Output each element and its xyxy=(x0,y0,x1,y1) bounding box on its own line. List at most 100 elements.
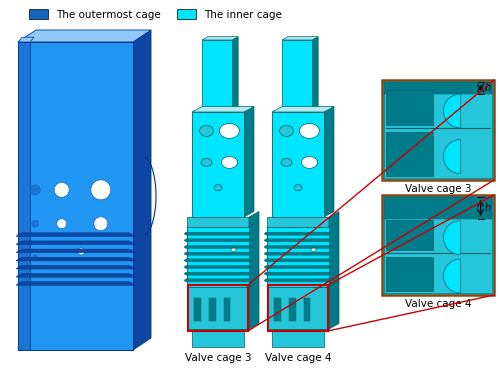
Bar xyxy=(188,285,248,331)
Polygon shape xyxy=(184,232,252,235)
Bar xyxy=(386,257,433,291)
Polygon shape xyxy=(16,273,135,277)
Bar xyxy=(282,40,312,112)
Text: Valve cage 4: Valve cage 4 xyxy=(405,299,471,309)
Ellipse shape xyxy=(311,248,316,252)
Polygon shape xyxy=(324,106,334,217)
Polygon shape xyxy=(282,37,318,40)
Wedge shape xyxy=(444,94,460,128)
Bar xyxy=(192,329,244,347)
Polygon shape xyxy=(264,259,332,262)
Circle shape xyxy=(94,217,108,231)
Bar xyxy=(187,287,249,329)
Ellipse shape xyxy=(294,184,302,190)
Circle shape xyxy=(30,185,40,195)
Polygon shape xyxy=(184,252,252,255)
Ellipse shape xyxy=(220,123,240,138)
Bar xyxy=(290,297,296,321)
Ellipse shape xyxy=(300,123,320,138)
Polygon shape xyxy=(16,282,135,285)
Bar xyxy=(187,227,249,287)
Text: h: h xyxy=(484,203,490,213)
Bar xyxy=(382,195,494,295)
Polygon shape xyxy=(329,282,339,329)
Bar xyxy=(386,220,433,250)
Polygon shape xyxy=(16,266,135,269)
Wedge shape xyxy=(444,140,460,174)
Polygon shape xyxy=(18,37,34,42)
Polygon shape xyxy=(244,106,254,217)
Bar xyxy=(267,287,329,329)
Bar xyxy=(267,217,329,227)
Text: Valve cage 3: Valve cage 3 xyxy=(185,353,252,363)
Polygon shape xyxy=(184,259,252,262)
Ellipse shape xyxy=(302,156,318,168)
Ellipse shape xyxy=(281,158,292,166)
Bar xyxy=(268,285,328,331)
Bar xyxy=(272,112,324,217)
Polygon shape xyxy=(329,222,339,287)
Bar xyxy=(382,80,494,180)
Bar xyxy=(272,329,324,347)
Polygon shape xyxy=(272,106,334,112)
Bar xyxy=(267,227,329,287)
Circle shape xyxy=(91,180,111,200)
Circle shape xyxy=(32,220,39,227)
Polygon shape xyxy=(264,279,332,282)
Wedge shape xyxy=(444,221,460,255)
Polygon shape xyxy=(232,37,238,112)
Polygon shape xyxy=(249,282,259,329)
Polygon shape xyxy=(184,272,252,275)
Ellipse shape xyxy=(280,125,293,136)
Polygon shape xyxy=(249,211,259,227)
Polygon shape xyxy=(264,272,332,275)
Polygon shape xyxy=(264,246,332,249)
Polygon shape xyxy=(264,252,332,255)
Polygon shape xyxy=(202,37,238,40)
Circle shape xyxy=(33,255,38,260)
Polygon shape xyxy=(264,232,332,235)
Legend: The outermost cage, The inner cage: The outermost cage, The inner cage xyxy=(25,5,286,24)
Text: h: h xyxy=(484,83,490,93)
Bar xyxy=(202,40,232,112)
Polygon shape xyxy=(16,233,135,237)
Wedge shape xyxy=(444,259,460,293)
Bar xyxy=(194,297,200,321)
Bar xyxy=(192,112,244,217)
Ellipse shape xyxy=(214,184,222,190)
Bar xyxy=(274,297,280,321)
Text: Valve cage 3: Valve cage 3 xyxy=(405,184,471,194)
Bar xyxy=(18,42,133,350)
Ellipse shape xyxy=(222,156,238,168)
Polygon shape xyxy=(184,246,252,249)
Ellipse shape xyxy=(200,125,213,136)
Bar xyxy=(384,197,492,293)
Bar xyxy=(384,82,492,178)
Circle shape xyxy=(56,219,66,229)
Polygon shape xyxy=(312,37,318,112)
Polygon shape xyxy=(133,30,151,350)
Polygon shape xyxy=(184,239,252,242)
Polygon shape xyxy=(16,249,135,253)
Polygon shape xyxy=(264,239,332,242)
Polygon shape xyxy=(184,266,252,268)
Polygon shape xyxy=(329,211,339,227)
Polygon shape xyxy=(249,222,259,287)
Text: Valve cage 4: Valve cage 4 xyxy=(265,353,331,363)
Bar xyxy=(18,42,30,350)
Circle shape xyxy=(78,248,85,255)
Polygon shape xyxy=(16,257,135,261)
Bar xyxy=(386,132,433,176)
Circle shape xyxy=(54,182,69,197)
Bar xyxy=(210,297,216,321)
Polygon shape xyxy=(192,106,254,112)
Polygon shape xyxy=(184,279,252,282)
Bar xyxy=(384,197,492,219)
Ellipse shape xyxy=(201,158,212,166)
Ellipse shape xyxy=(231,248,236,252)
Bar xyxy=(224,297,230,321)
Polygon shape xyxy=(18,30,151,42)
Bar xyxy=(304,297,310,321)
Bar xyxy=(386,90,433,125)
Bar xyxy=(187,217,249,227)
